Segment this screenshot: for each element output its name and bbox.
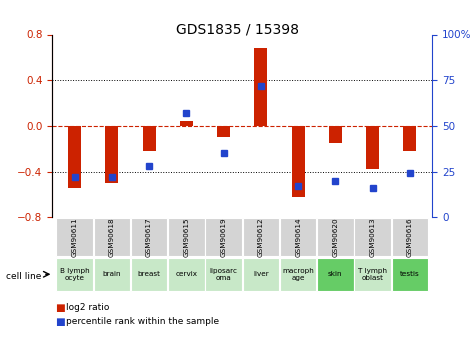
Text: liposarc
oma: liposarc oma <box>209 268 238 281</box>
Bar <box>131 258 167 291</box>
Text: T lymph
oblast: T lymph oblast <box>358 268 387 281</box>
Bar <box>180 121 193 126</box>
Text: B lymph
ocyte: B lymph ocyte <box>60 268 89 281</box>
Bar <box>94 218 130 256</box>
Bar <box>317 218 354 256</box>
Text: GSM90611: GSM90611 <box>72 217 77 257</box>
Text: skin: skin <box>328 271 342 277</box>
Bar <box>392 218 428 256</box>
Bar <box>354 258 391 291</box>
Bar <box>94 258 130 291</box>
Text: GDS1835 / 15398: GDS1835 / 15398 <box>176 22 299 37</box>
Text: testis: testis <box>400 271 420 277</box>
Text: ■: ■ <box>55 317 65 326</box>
Bar <box>403 126 417 151</box>
Bar <box>317 258 354 291</box>
Text: ■: ■ <box>55 303 65 313</box>
Text: GSM90617: GSM90617 <box>146 217 152 257</box>
Bar <box>243 218 279 256</box>
Bar <box>217 126 230 137</box>
Text: percentile rank within the sample: percentile rank within the sample <box>66 317 219 326</box>
Text: log2 ratio: log2 ratio <box>66 303 109 312</box>
Bar <box>354 218 391 256</box>
Bar <box>280 258 316 291</box>
Text: cervix: cervix <box>175 271 198 277</box>
Text: macroph
age: macroph age <box>282 268 314 281</box>
Bar <box>366 126 379 169</box>
Bar <box>243 258 279 291</box>
Text: liver: liver <box>253 271 269 277</box>
Bar <box>292 126 304 197</box>
Bar <box>142 126 156 151</box>
Text: GSM90618: GSM90618 <box>109 217 115 257</box>
Text: GSM90614: GSM90614 <box>295 217 301 257</box>
Text: GSM90619: GSM90619 <box>220 217 227 257</box>
Bar <box>254 48 267 126</box>
Text: GSM90613: GSM90613 <box>370 217 376 257</box>
Bar <box>131 218 167 256</box>
Text: GSM90612: GSM90612 <box>258 217 264 257</box>
Bar <box>205 258 242 291</box>
Text: breast: breast <box>138 271 161 277</box>
Bar <box>168 218 205 256</box>
Text: cell line: cell line <box>6 272 41 281</box>
Bar <box>68 126 81 188</box>
Text: GSM90615: GSM90615 <box>183 217 190 257</box>
Bar <box>57 218 93 256</box>
Text: GSM90620: GSM90620 <box>332 217 338 257</box>
Bar <box>57 258 93 291</box>
Bar <box>105 126 118 183</box>
Bar <box>329 126 342 143</box>
Bar <box>168 258 205 291</box>
Text: GSM90616: GSM90616 <box>407 217 413 257</box>
Bar <box>280 218 316 256</box>
Bar <box>205 218 242 256</box>
Text: brain: brain <box>103 271 121 277</box>
Bar <box>392 258 428 291</box>
